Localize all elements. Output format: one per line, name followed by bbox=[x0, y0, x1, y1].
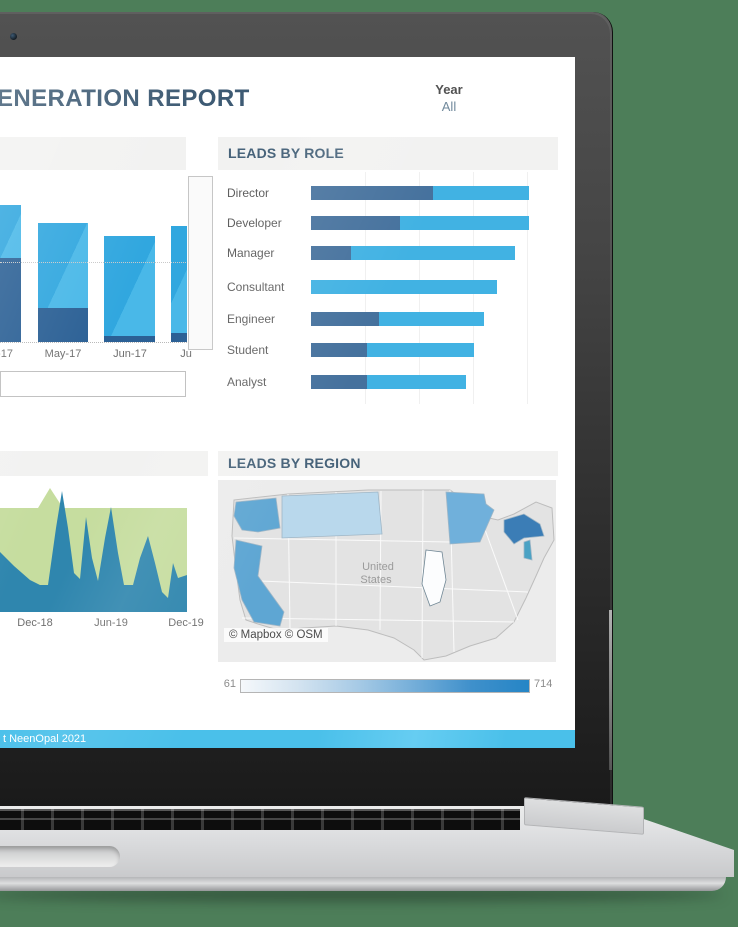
x-tick-label: Jun-19 bbox=[94, 617, 128, 629]
year-filter-value[interactable]: All bbox=[441, 99, 457, 114]
monthly-bar[interactable] bbox=[104, 236, 155, 342]
role-bar[interactable] bbox=[311, 246, 515, 260]
x-tick-label: Dec-18 bbox=[17, 617, 53, 629]
laptop-front-edge bbox=[0, 877, 726, 891]
area-series-blue[interactable] bbox=[0, 491, 187, 612]
map-country-label-2: States bbox=[360, 574, 392, 586]
map-attribution: © Mapbox © OSM bbox=[224, 628, 328, 642]
role-label: Director bbox=[227, 186, 270, 200]
deck-thumb-scoop bbox=[0, 846, 120, 867]
laptop-side-edge bbox=[609, 610, 612, 770]
monthly-bar-chart[interactable] bbox=[0, 170, 187, 370]
role-label: Student bbox=[227, 343, 269, 357]
color-legend-gradient bbox=[240, 679, 530, 693]
x-tick-label: May-17 bbox=[44, 348, 82, 360]
year-filter: Year All bbox=[413, 82, 485, 114]
x-tick-label: Ju bbox=[180, 348, 192, 360]
state-new-york[interactable] bbox=[503, 513, 545, 545]
trend-panel-header bbox=[0, 451, 208, 476]
highlighted-states[interactable] bbox=[233, 491, 545, 627]
legend-min-value: 61 bbox=[223, 678, 236, 690]
role-label: Consultant bbox=[227, 280, 285, 294]
state-california[interactable] bbox=[233, 539, 285, 627]
x-tick-label: Dec-19 bbox=[168, 617, 204, 629]
role-label: Manager bbox=[227, 246, 275, 260]
axis-baseline bbox=[0, 342, 187, 343]
legend-max-value: 714 bbox=[534, 678, 553, 690]
role-bar[interactable] bbox=[311, 216, 529, 230]
state-illinois[interactable] bbox=[421, 549, 447, 607]
monthly-bar[interactable] bbox=[38, 223, 88, 342]
leads-by-region-title: LEADS BY REGION bbox=[218, 451, 558, 476]
role-bar[interactable] bbox=[311, 186, 529, 200]
leads-by-role-title: LEADS BY ROLE bbox=[218, 137, 558, 170]
x-tick-label: Jun-17 bbox=[113, 348, 147, 360]
role-label: Analyst bbox=[227, 375, 267, 389]
state-montana[interactable] bbox=[281, 491, 383, 539]
trend-area-chart[interactable] bbox=[0, 478, 187, 612]
map-country-label-1: United bbox=[362, 561, 394, 573]
vertical-scrollbar[interactable] bbox=[188, 176, 213, 350]
role-label: Developer bbox=[227, 216, 282, 230]
role-bar[interactable] bbox=[311, 343, 474, 357]
role-bar[interactable] bbox=[311, 280, 497, 294]
page-title: ENERATION REPORT bbox=[0, 85, 250, 112]
webcam-icon bbox=[10, 33, 17, 40]
monthly-panel-header bbox=[0, 137, 186, 170]
state-minnesota[interactable] bbox=[445, 491, 495, 545]
state-washington[interactable] bbox=[233, 497, 281, 533]
x-tick-label: -17 bbox=[0, 348, 13, 360]
keyboard bbox=[0, 809, 520, 830]
gridline bbox=[527, 172, 528, 404]
footer-text: t NeenOpal 2021 bbox=[3, 733, 87, 745]
footer-bar: t NeenOpal 2021 bbox=[0, 730, 575, 748]
dashboard-screen: ENERATION REPORT Year All -17 May-17 Jun-1… bbox=[0, 57, 575, 748]
role-bar[interactable] bbox=[311, 375, 466, 389]
gridline bbox=[0, 262, 186, 263]
role-bar[interactable] bbox=[311, 312, 484, 326]
monthly-bar[interactable] bbox=[0, 205, 21, 342]
state-new-jersey[interactable] bbox=[523, 539, 533, 561]
parameter-input-box[interactable] bbox=[0, 371, 186, 397]
role-label: Engineer bbox=[227, 312, 276, 326]
laptop-shadow bbox=[0, 888, 724, 901]
year-filter-label: Year bbox=[435, 82, 463, 97]
monthly-bar[interactable] bbox=[171, 226, 187, 342]
